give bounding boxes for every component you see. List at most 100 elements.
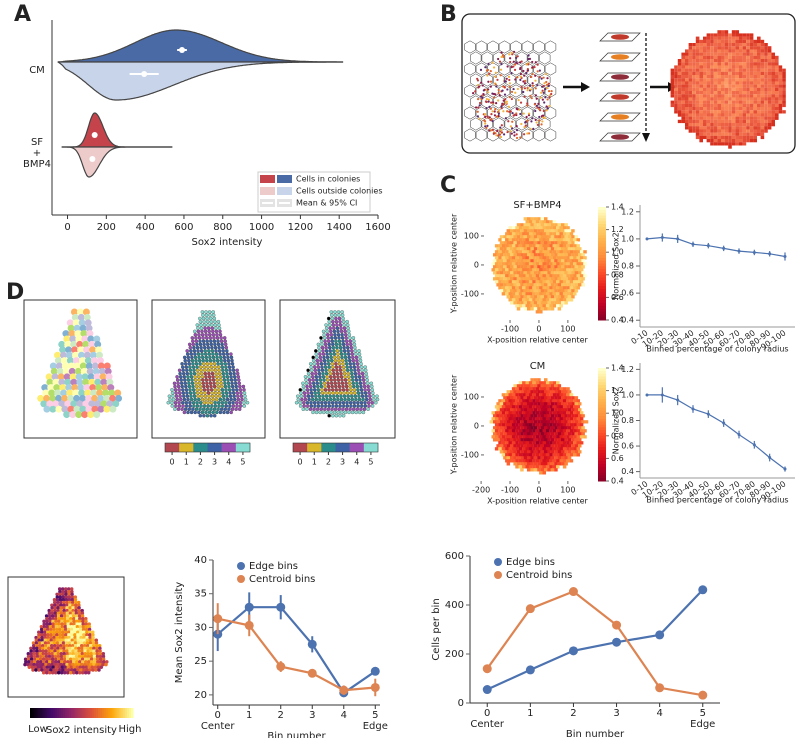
cell <box>767 103 772 108</box>
hex-cell <box>61 635 65 640</box>
cell-dot <box>239 394 244 398</box>
colorbar-segment <box>193 443 208 452</box>
data-point <box>244 602 254 612</box>
cell-dot <box>336 329 340 334</box>
cell <box>550 253 555 257</box>
cell <box>516 408 521 412</box>
hex-cell <box>65 384 73 392</box>
cell <box>579 280 584 284</box>
cell <box>579 274 584 278</box>
cell <box>515 441 519 445</box>
hex-cell <box>66 351 73 359</box>
cell <box>710 55 714 60</box>
hex-cell <box>72 389 80 397</box>
cell-dot <box>497 114 500 118</box>
cell-dot <box>485 97 488 101</box>
hex-cell <box>56 670 61 675</box>
cell-dot <box>296 394 300 398</box>
cell <box>545 304 550 308</box>
cell <box>508 226 512 230</box>
cell-dot <box>322 410 326 415</box>
cell-dot <box>302 404 306 408</box>
cell-dot <box>195 400 199 405</box>
cell <box>520 289 524 293</box>
cell <box>501 256 506 260</box>
cell <box>782 97 786 101</box>
cell-dot <box>305 407 309 411</box>
cell <box>728 65 732 69</box>
cell <box>674 97 678 101</box>
cell-dot <box>541 85 544 88</box>
cell <box>577 265 582 269</box>
cell <box>518 268 523 272</box>
cell-dot <box>314 410 319 415</box>
hex-cell <box>31 643 36 648</box>
hex-cell <box>81 373 89 381</box>
hex-cell <box>73 668 77 672</box>
cell <box>547 384 551 388</box>
cell-dot <box>344 336 348 340</box>
cell <box>505 423 509 427</box>
cell <box>677 87 682 92</box>
hex-cell <box>54 357 62 365</box>
cell <box>746 55 750 60</box>
series-line <box>216 606 376 695</box>
cell <box>706 62 711 66</box>
hex-cell <box>64 378 72 386</box>
cell <box>703 103 707 108</box>
colorbar-step <box>598 438 606 442</box>
cell <box>557 390 562 394</box>
cell-dot <box>541 114 545 117</box>
cell <box>746 75 750 79</box>
cell <box>525 280 529 284</box>
cell <box>567 253 572 257</box>
cell <box>501 292 506 296</box>
cell <box>731 62 736 66</box>
hex-cell <box>64 400 72 408</box>
cell <box>703 126 707 130</box>
cell-dot <box>195 404 200 408</box>
cell <box>547 414 551 418</box>
cell <box>760 87 765 92</box>
cell <box>717 116 721 120</box>
hex-cell <box>65 670 70 675</box>
cell <box>749 113 754 117</box>
y-axis-label: Y-position relative center <box>450 374 459 475</box>
hex-cell <box>44 657 49 661</box>
cell-dot <box>215 336 220 340</box>
cell <box>579 429 584 433</box>
cell <box>692 78 696 82</box>
cell-dot <box>546 107 549 110</box>
cell <box>537 396 541 400</box>
cell <box>757 52 761 56</box>
cell-dot <box>206 345 211 350</box>
cell <box>577 277 582 281</box>
cell-dot <box>519 67 522 71</box>
cell <box>775 116 779 120</box>
cell <box>710 52 714 56</box>
cell-dot <box>212 362 217 366</box>
cell-dot <box>369 381 374 386</box>
hex-cell <box>87 335 95 343</box>
hex-cell <box>34 638 39 643</box>
cell <box>539 393 543 397</box>
hex-cell <box>61 394 69 402</box>
cell-dot <box>195 365 199 369</box>
cell-dot <box>367 391 371 395</box>
cell-dot <box>298 404 303 408</box>
hex-cell <box>58 641 63 645</box>
cell-dot <box>235 368 239 373</box>
cell <box>742 119 747 124</box>
hex-grid <box>510 106 522 120</box>
cell <box>508 423 512 427</box>
hex-cell <box>54 389 62 397</box>
cell <box>542 435 546 439</box>
cell-dot <box>340 310 344 314</box>
cell <box>491 268 495 272</box>
cell-dot <box>499 128 502 131</box>
cell <box>742 65 747 69</box>
hex-cell <box>48 627 53 632</box>
cell-dot <box>345 319 349 324</box>
cell <box>576 274 580 278</box>
hex-cell <box>48 665 53 670</box>
